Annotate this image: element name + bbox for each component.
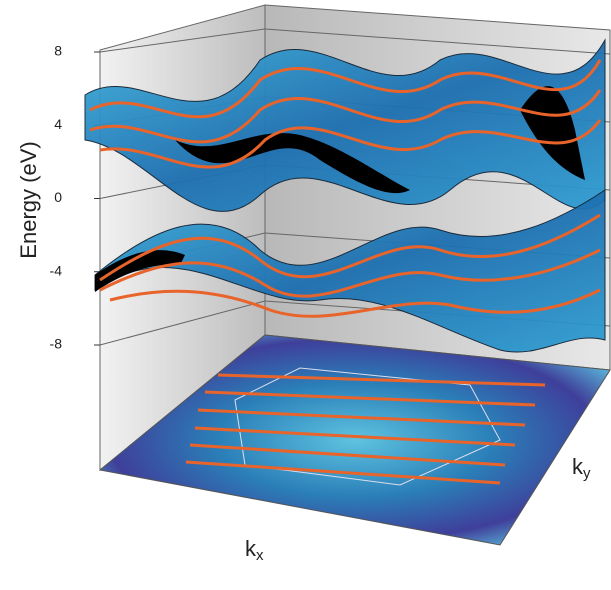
x-axis-label: kx (245, 536, 264, 564)
z-tick-label: -4 (50, 262, 63, 278)
x-label-sub: x (256, 547, 264, 564)
z-tick-label: -8 (50, 336, 63, 352)
z-tick-label: 0 (54, 189, 62, 205)
y-axis-label: ky (572, 454, 591, 482)
z-axis-label: Energy (eV) (16, 141, 41, 258)
z-tick-label: 4 (54, 116, 62, 132)
chart: Energy (eV) kx ky 8 4 0 -4 -8 (0, 0, 611, 590)
y-label-sub: y (583, 465, 591, 482)
z-tick-label: 8 (54, 43, 62, 59)
